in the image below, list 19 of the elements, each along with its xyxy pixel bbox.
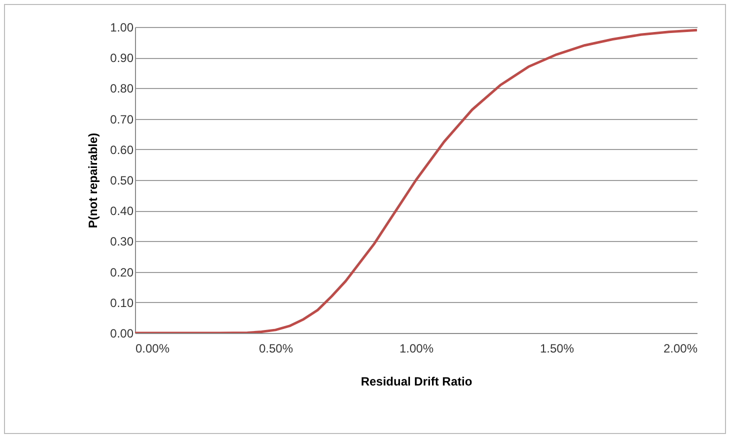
y-axis-title: P(not repairable) <box>86 132 100 228</box>
y-tick-label: 0.70 <box>110 112 134 126</box>
line-series <box>135 28 697 333</box>
y-tick-label: 0.10 <box>110 296 134 310</box>
y-tick-label: 1.00 <box>110 20 134 34</box>
x-tick-label: 0.50% <box>258 342 294 356</box>
y-tick-label: 0.90 <box>110 51 134 66</box>
y-tick-label: 0.80 <box>110 82 134 96</box>
x-tick-label: 1.50% <box>540 342 574 356</box>
x-tick-label: 0.00% <box>136 342 170 356</box>
x-tick-label: 2.00% <box>663 342 698 356</box>
y-tick-label: 0.30 <box>110 234 134 249</box>
x-axis-title: Residual Drift Ratio <box>360 374 472 388</box>
y-tick-label: 0.60 <box>110 142 134 157</box>
x-tick-label: 1.00% <box>399 342 434 356</box>
y-tick-label: 0.20 <box>110 265 134 280</box>
y-tick-label: 0.50 <box>110 174 134 188</box>
y-tick-label: 0.00 <box>110 326 134 340</box>
y-tick-label: 0.40 <box>110 204 134 218</box>
